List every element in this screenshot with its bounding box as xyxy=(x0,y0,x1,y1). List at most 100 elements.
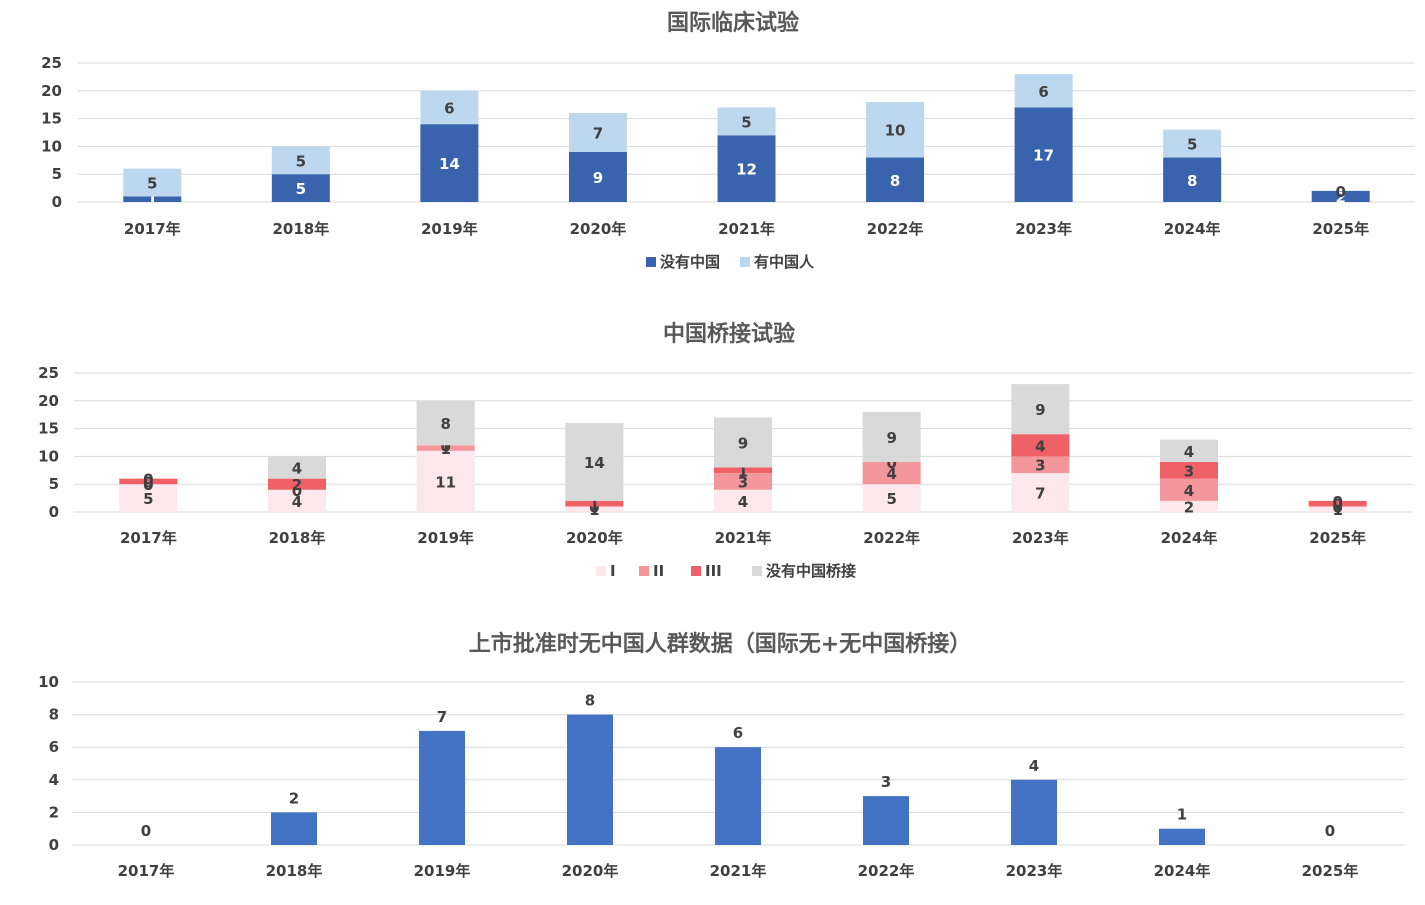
y-tick-label: 20 xyxy=(38,392,59,410)
bar-有中国人 xyxy=(1014,74,1073,108)
legend-label: 没有中国 xyxy=(660,253,720,271)
bar-II xyxy=(1011,456,1070,474)
bar-没有中国 xyxy=(123,196,182,202)
bar-无中国人群数据 xyxy=(1159,828,1205,845)
data-label: 6 xyxy=(733,724,743,742)
x-tick-label: 2018年 xyxy=(266,862,323,880)
x-tick-label: 2021年 xyxy=(710,862,767,880)
y-tick-label: 0 xyxy=(49,503,59,521)
data-label: 9 xyxy=(886,429,896,447)
data-label: 1 xyxy=(589,496,599,514)
y-tick-label: 5 xyxy=(49,475,59,493)
bar-没有中国 xyxy=(717,135,776,202)
legend-label: 没有中国桥接 xyxy=(766,562,856,580)
data-label: 4 xyxy=(292,493,302,511)
chart-title: 国际临床试验 xyxy=(667,10,799,36)
data-label: 6 xyxy=(444,99,454,117)
bar-没有中国桥接 xyxy=(565,423,624,501)
data-label: 8 xyxy=(890,172,900,190)
x-tick-label: 2022年 xyxy=(863,529,920,547)
data-label: 12 xyxy=(736,161,757,179)
y-tick-label: 20 xyxy=(41,82,62,100)
data-label: 4 xyxy=(1035,437,1045,455)
data-label: 8 xyxy=(1187,172,1197,190)
y-tick-label: 5 xyxy=(52,165,62,183)
bar-I xyxy=(1160,500,1218,512)
y-tick-label: 10 xyxy=(38,447,59,465)
bar-II xyxy=(416,445,475,451)
y-tick-label: 25 xyxy=(41,54,62,72)
bar-I xyxy=(565,506,624,512)
data-label: 9 xyxy=(1035,401,1045,419)
legend-label: III xyxy=(705,562,722,580)
data-label: 1 xyxy=(1177,806,1187,824)
bar-III xyxy=(119,478,178,485)
y-tick-label: 25 xyxy=(38,364,59,382)
bar-没有中国桥接 xyxy=(268,456,326,479)
x-tick-label: 2020年 xyxy=(570,220,627,238)
data-label: 2 xyxy=(1184,498,1194,516)
bar-II xyxy=(1160,478,1218,501)
bar-无中国人群数据 xyxy=(567,714,613,845)
x-tick-label: 2021年 xyxy=(718,220,775,238)
bar-III xyxy=(1160,461,1218,479)
bar-没有中国 xyxy=(1163,157,1222,202)
x-tick-label: 2024年 xyxy=(1161,529,1218,547)
data-label: 9 xyxy=(738,435,748,453)
bar-无中国人群数据 xyxy=(863,796,909,845)
x-tick-label: 2020年 xyxy=(566,529,623,547)
x-tick-label: 2018年 xyxy=(272,220,329,238)
data-label: 0 xyxy=(1336,183,1346,201)
data-label: 5 xyxy=(147,175,157,193)
data-label: 7 xyxy=(1035,485,1045,503)
bar-没有中国 xyxy=(1014,107,1073,202)
y-tick-label: 0 xyxy=(49,836,59,854)
bar-没有中国 xyxy=(420,124,479,202)
bar-没有中国 xyxy=(568,151,627,202)
bar-无中国人群数据 xyxy=(271,812,317,845)
x-tick-label: 2024年 xyxy=(1164,220,1221,238)
data-label: 5 xyxy=(1187,136,1197,154)
bar-I xyxy=(1308,506,1367,512)
x-tick-label: 2025年 xyxy=(1309,529,1366,547)
x-tick-label: 2019年 xyxy=(421,220,478,238)
bar-没有中国桥接 xyxy=(714,417,772,468)
data-label: 0 xyxy=(143,476,153,494)
data-label: 0 xyxy=(141,822,151,840)
data-label: 14 xyxy=(439,155,460,173)
data-label: 1 xyxy=(147,191,157,209)
legend-swatch xyxy=(752,566,762,576)
bar-II xyxy=(714,473,772,490)
legend-label: II xyxy=(653,562,664,580)
legend-label: I xyxy=(610,562,616,580)
x-tick-label: 2022年 xyxy=(858,862,915,880)
x-tick-label: 2019年 xyxy=(414,862,471,880)
data-label: 9 xyxy=(593,169,603,187)
data-label: 5 xyxy=(886,490,896,508)
data-label: 3 xyxy=(738,473,748,491)
y-tick-label: 6 xyxy=(49,738,59,756)
data-label: 11 xyxy=(435,473,456,491)
bar-III xyxy=(268,478,326,490)
chart-title: 上市批准时无中国人群数据（国际无+无中国桥接） xyxy=(469,631,971,657)
data-label: 4 xyxy=(1184,443,1194,461)
bar-没有中国桥接 xyxy=(1160,439,1218,462)
data-label: 10 xyxy=(885,122,906,140)
y-tick-label: 4 xyxy=(49,771,59,789)
bar-有中国人 xyxy=(568,113,627,152)
data-label: 3 xyxy=(1184,462,1194,480)
legend-swatch xyxy=(740,257,750,267)
bar-I xyxy=(862,484,921,512)
data-label: 4 xyxy=(292,460,302,478)
data-label: 17 xyxy=(1033,147,1054,165)
x-tick-label: 2021年 xyxy=(715,529,772,547)
bar-II xyxy=(862,461,921,485)
data-label: 2 xyxy=(1336,188,1346,206)
data-label: 3 xyxy=(1035,457,1045,475)
x-tick-label: 2020年 xyxy=(562,862,619,880)
data-label: 1 xyxy=(738,462,748,480)
data-label: 5 xyxy=(296,152,306,170)
legend-swatch xyxy=(639,566,649,576)
